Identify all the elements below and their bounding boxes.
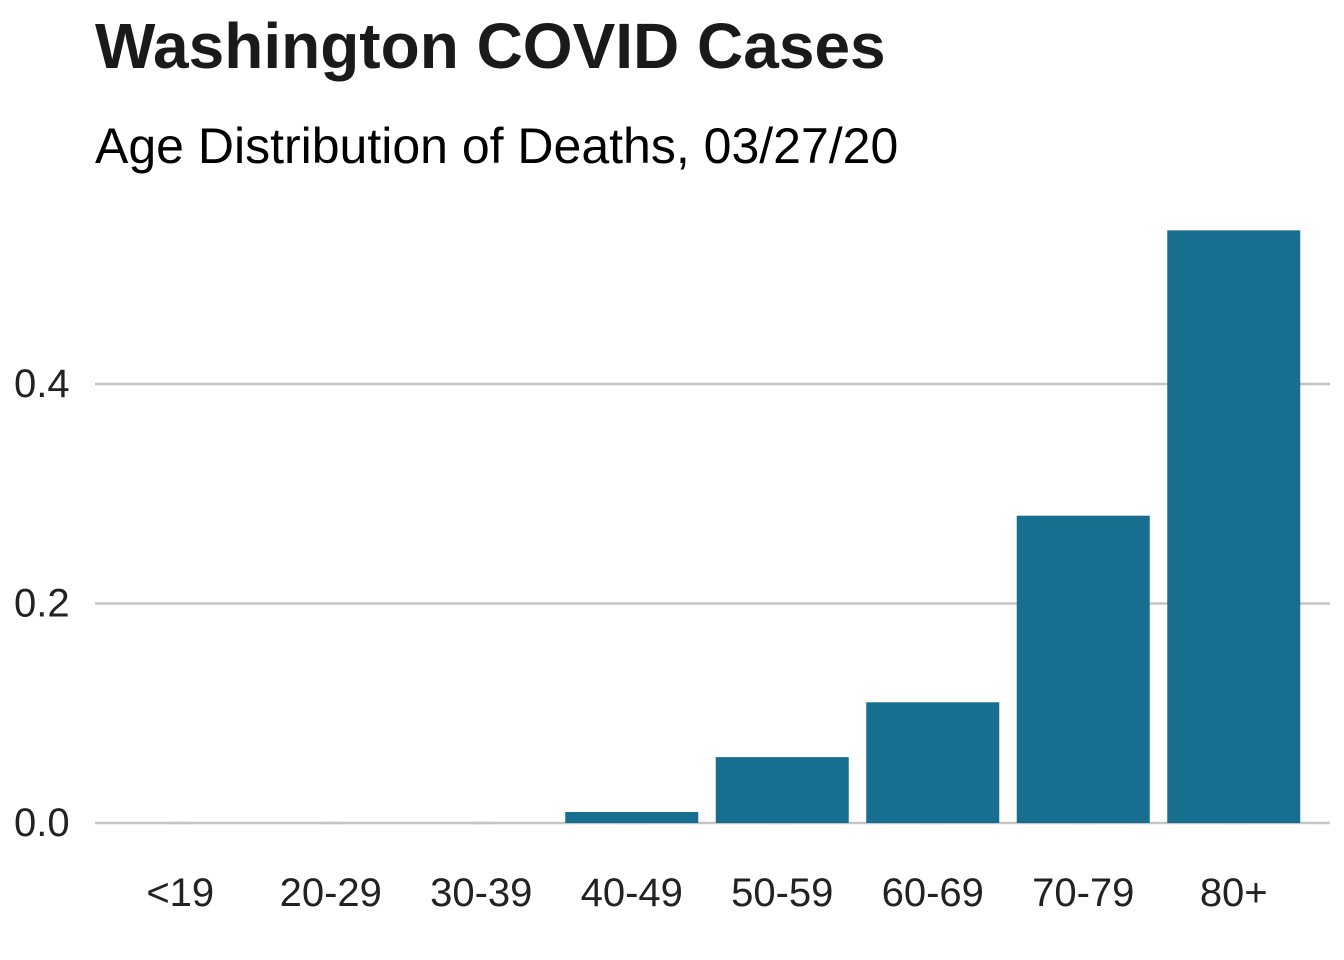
y-axis-ticks: 0.0 0.2 0.4 bbox=[14, 362, 70, 845]
chart-subtitle: Age Distribution of Deaths, 03/27/20 bbox=[95, 118, 899, 174]
x-tick-label: 80+ bbox=[1200, 871, 1268, 915]
x-tick-label: 30-39 bbox=[430, 871, 532, 915]
x-tick-label: <19 bbox=[146, 871, 214, 915]
x-tick-label: 60-69 bbox=[882, 871, 984, 915]
x-axis-ticks: <19 20-29 30-39 40-49 50-59 60-69 70-79 80+ bbox=[146, 871, 1267, 915]
x-tick-label: 40-49 bbox=[581, 871, 683, 915]
bar-7079 bbox=[1016, 515, 1150, 823]
y-tick-label: 0.0 bbox=[14, 801, 70, 845]
bars bbox=[565, 230, 1301, 824]
x-tick-label: 50-59 bbox=[731, 871, 833, 915]
y-tick-label: 0.4 bbox=[14, 362, 70, 406]
bar-4049 bbox=[565, 812, 699, 823]
bar-80 bbox=[1167, 230, 1301, 824]
bar-5059 bbox=[715, 757, 849, 823]
x-tick-label: 20-29 bbox=[280, 871, 382, 915]
chart-title: Washington COVID Cases bbox=[95, 10, 886, 82]
y-tick-label: 0.2 bbox=[14, 582, 70, 626]
bar-6069 bbox=[866, 702, 1000, 823]
x-tick-label: 70-79 bbox=[1032, 871, 1134, 915]
